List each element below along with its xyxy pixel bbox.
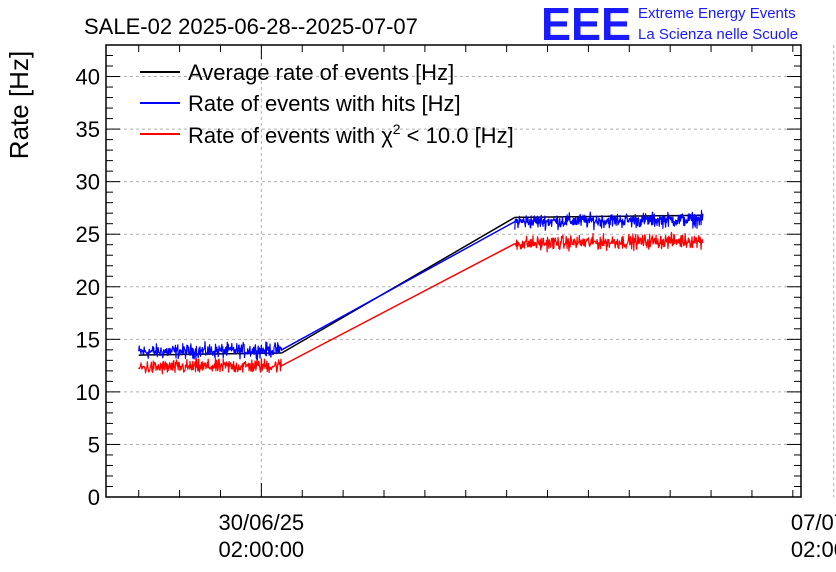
y-tick-label: 10 <box>76 380 100 405</box>
y-tick-label: 0 <box>88 485 100 510</box>
legend-label-chi2: Rate of events with χ2 < 10.0 [Hz] <box>188 121 514 148</box>
y-tick-label: 20 <box>76 275 100 300</box>
plot-frame <box>105 44 802 498</box>
eee-logo: EEE <box>541 0 631 50</box>
legend: Average rate of events [Hz] Rate of even… <box>140 60 514 148</box>
brand-line-1: Extreme Energy Events <box>638 5 796 22</box>
series-segment-0 <box>138 357 283 375</box>
y-tick-label: 40 <box>76 65 100 90</box>
series-segment-1 <box>514 214 704 219</box>
series-gap-line <box>281 243 516 367</box>
y-tick-label: 25 <box>76 222 100 247</box>
y-tick-label: 5 <box>88 432 100 457</box>
axis-layer: 051015202530354030/06/2502:00:0007/07/25… <box>76 44 836 562</box>
y-tick-label: 30 <box>76 170 100 195</box>
eee-brand: EEE Extreme Energy Events La Scienza nel… <box>541 0 798 50</box>
chart-title: SALE-02 2025-06-28--2025-07-07 <box>84 14 418 39</box>
series-gap-line <box>281 220 516 351</box>
x-tick-label-date: 30/06/25 <box>219 510 305 535</box>
y-tick-label: 35 <box>76 117 100 142</box>
data-layer <box>138 209 704 375</box>
series-2 <box>138 231 704 375</box>
series-segment-0 <box>138 341 283 361</box>
x-tick-label-time: 02:00:00 <box>791 537 836 562</box>
y-axis-label: Rate [Hz] <box>4 51 34 159</box>
grid-layer <box>106 45 835 497</box>
legend-label-average: Average rate of events [Hz] <box>188 60 454 85</box>
y-tick-label: 15 <box>76 327 100 352</box>
series-segment-1 <box>514 209 704 231</box>
brand-line-2: La Scienza nelle Scuole <box>638 26 798 43</box>
legend-label-hits: Rate of events with hits [Hz] <box>188 91 461 116</box>
x-tick-label-date: 07/07/25 <box>791 510 836 535</box>
series-segment-1 <box>514 231 704 253</box>
x-tick-label-time: 02:00:00 <box>219 537 305 562</box>
series-1 <box>138 209 704 361</box>
